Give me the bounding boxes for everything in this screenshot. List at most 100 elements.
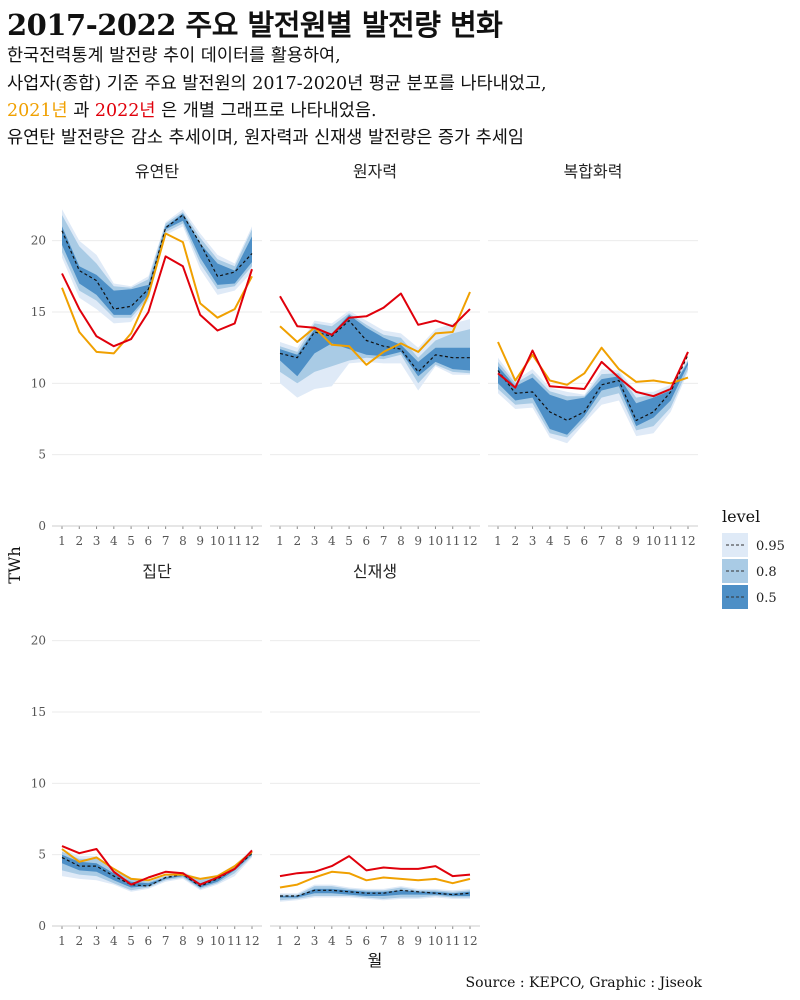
series-2022-line — [279, 855, 471, 878]
band-05-area — [280, 314, 470, 377]
y-tick-label: 15 — [31, 705, 46, 719]
x-tick-label: 3 — [311, 934, 319, 948]
panel-strip-label: 유연탄 — [135, 162, 179, 181]
y-axis-title: TWh — [5, 546, 24, 583]
x-tick-label: 3 — [311, 534, 319, 548]
subtitle-line-1: 한국전력통계 발전량 추이 데이터를 활용하여, — [7, 46, 341, 66]
x-tick-label: 1 — [58, 534, 66, 548]
x-tick-label: 11 — [227, 534, 242, 548]
x-tick-label: 1 — [276, 934, 284, 948]
x-tick-label: 2 — [75, 934, 83, 948]
x-tick-label: 4 — [328, 934, 336, 948]
legend-key-05 — [722, 585, 748, 609]
x-tick-label: 3 — [93, 534, 101, 548]
x-tick-label: 11 — [663, 534, 678, 548]
y-tick-label: 20 — [31, 634, 46, 648]
x-tick-label: 2 — [511, 534, 519, 548]
x-tick-label: 8 — [179, 534, 187, 548]
subtitle-line-3-end: 은 개별 그래프로 나타내었음. — [155, 101, 377, 121]
x-tick-label: 7 — [598, 534, 606, 548]
median-line — [280, 889, 471, 897]
x-tick-label: 12 — [462, 534, 477, 548]
x-tick-label: 12 — [680, 534, 695, 548]
series-2022-line — [61, 845, 253, 886]
x-tick-label: 10 — [428, 534, 443, 548]
x-tick-label: 12 — [462, 934, 477, 948]
panel-strip-label: 집단 — [142, 562, 172, 581]
series-2021-line — [279, 870, 471, 889]
band-05-area — [62, 213, 252, 315]
series-2022-line — [61, 255, 253, 348]
panel-strip-label: 원자력 — [353, 162, 397, 181]
series-2021-line — [497, 341, 689, 386]
x-tick-label: 6 — [363, 934, 371, 948]
series-2022-line — [279, 292, 471, 336]
subtitle-2022-highlight: 2022년 — [94, 101, 156, 121]
x-tick-label: 2 — [293, 934, 301, 948]
x-tick-label: 4 — [110, 934, 118, 948]
x-tick-label: 11 — [227, 934, 242, 948]
x-tick-label: 9 — [196, 534, 204, 548]
series-2021-line — [61, 232, 253, 355]
x-tick-label: 4 — [546, 534, 554, 548]
legend-label: 0.8 — [756, 565, 777, 580]
subtitle-line-2: 사업자(종합) 기준 주요 발전원의 2017-2020년 평균 분포를 나타내… — [7, 74, 547, 94]
y-tick-label: 15 — [31, 305, 46, 319]
legend-label: 0.95 — [756, 539, 785, 554]
x-tick-label: 9 — [632, 534, 640, 548]
chart-title: 2017-2022 주요 발전원별 발전량 변화 — [7, 8, 503, 42]
x-tick-label: 12 — [244, 534, 259, 548]
series-2021-line — [279, 291, 471, 366]
x-tick-label: 3 — [529, 534, 537, 548]
band-05-area — [62, 851, 252, 888]
x-tick-label: 10 — [210, 934, 225, 948]
x-tick-label: 10 — [646, 534, 661, 548]
x-tick-label: 10 — [428, 934, 443, 948]
x-tick-label: 8 — [179, 934, 187, 948]
source-caption: Source : KEPCO, Graphic : Jiseok — [465, 975, 702, 991]
x-tick-label: 10 — [210, 534, 225, 548]
x-tick-label: 7 — [162, 534, 170, 548]
x-tick-label: 4 — [328, 534, 336, 548]
x-tick-label: 6 — [145, 534, 153, 548]
band-08-area — [62, 850, 252, 891]
subtitle-line-4: 유연탄 발전량은 감소 추세이며, 원자력과 신재생 발전량은 증가 추세임 — [7, 128, 524, 148]
x-tick-label: 5 — [345, 534, 353, 548]
y-tick-label: 20 — [31, 234, 46, 248]
x-tick-label: 6 — [145, 934, 153, 948]
x-tick-label: 11 — [445, 534, 460, 548]
x-tick-label: 7 — [380, 534, 388, 548]
legend: level 0.95 0.8 0.5 — [722, 507, 785, 609]
x-tick-label: 8 — [397, 934, 405, 948]
x-tick-label: 3 — [93, 934, 101, 948]
x-tick-label: 9 — [414, 534, 422, 548]
y-tick-label: 0 — [38, 919, 46, 933]
panel-strip-label: 복합화력 — [564, 162, 623, 181]
panel-strip-label: 신재생 — [353, 562, 397, 581]
x-tick-label: 6 — [363, 534, 371, 548]
x-tick-label: 1 — [276, 534, 284, 548]
x-tick-label: 5 — [563, 534, 571, 548]
subtitle-2021-highlight: 2021년 — [7, 101, 68, 121]
x-tick-label: 5 — [127, 934, 135, 948]
y-tick-label: 10 — [31, 376, 46, 390]
median-line — [61, 852, 253, 887]
x-tick-label: 2 — [293, 534, 301, 548]
y-tick-label: 10 — [31, 776, 46, 790]
x-tick-label: 12 — [244, 934, 259, 948]
x-tick-label: 5 — [345, 934, 353, 948]
x-tick-label: 1 — [494, 534, 502, 548]
x-tick-label: 11 — [445, 934, 460, 948]
x-tick-label: 6 — [581, 534, 589, 548]
y-tick-label: 5 — [38, 448, 46, 462]
x-tick-label: 1 — [58, 934, 66, 948]
median-line — [61, 214, 253, 310]
x-tick-label: 9 — [414, 934, 422, 948]
x-tick-label: 5 — [127, 534, 135, 548]
x-tick-label: 9 — [196, 934, 204, 948]
subtitle-line-3-mid: 과 — [67, 101, 95, 121]
